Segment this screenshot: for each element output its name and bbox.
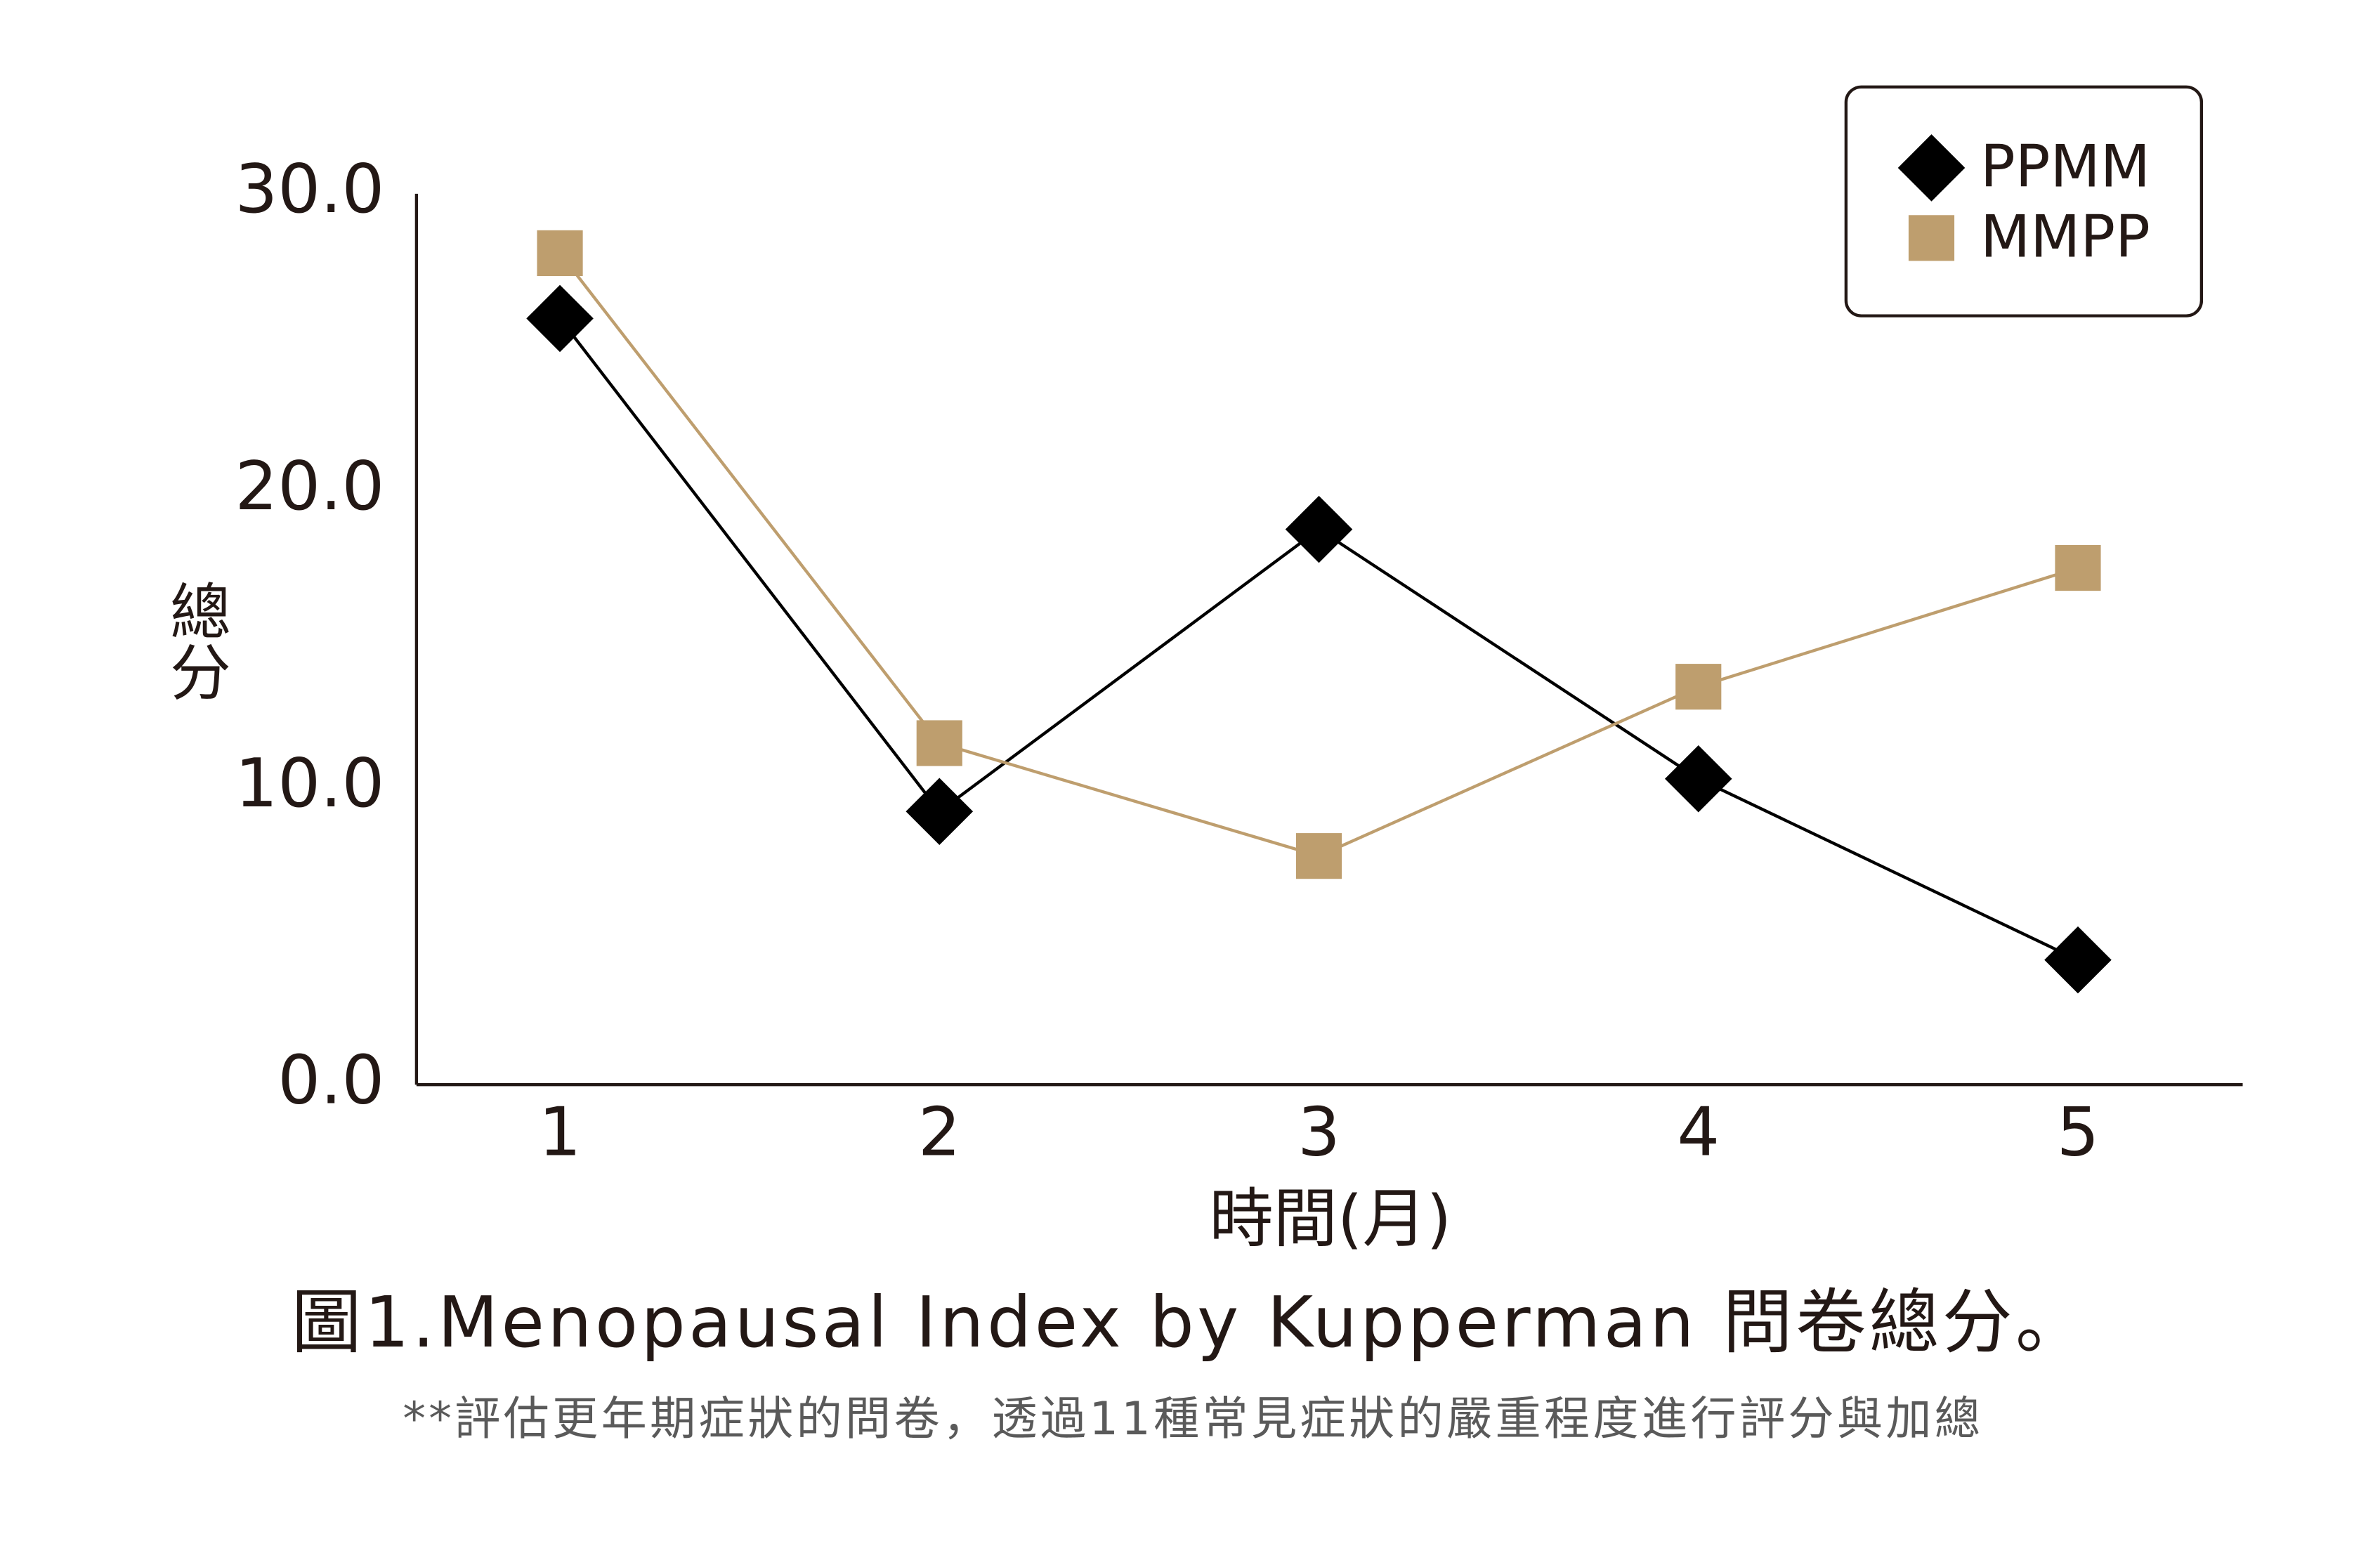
data-point (526, 284, 594, 353)
y-tick-label: 10.0 (235, 744, 385, 823)
legend-marker (1908, 215, 1955, 261)
legend-label: MMPP (1980, 204, 2150, 271)
data-point (1664, 745, 1732, 813)
data-point (916, 720, 962, 766)
y-tick-label: 0.0 (277, 1041, 384, 1120)
note: **評估更年期症狀的問卷，透過11種常見症狀的嚴重程度進行評分與加總 (403, 1393, 1983, 1446)
caption: 圖1.Menopausal Index by Kupperman 問卷總分。 (292, 1281, 2088, 1363)
x-tick-label: 2 (918, 1092, 961, 1171)
x-tick-label: 1 (539, 1092, 582, 1171)
data-point (1675, 664, 1722, 710)
data-point (1285, 495, 1353, 563)
y-tick-label: 20.0 (235, 447, 385, 525)
data-point (1295, 833, 1342, 879)
x-tick-label: 4 (1677, 1092, 1720, 1171)
data-point (2055, 544, 2101, 591)
data-point (2044, 926, 2112, 994)
legend-label: PPMM (1980, 133, 2150, 201)
x-axis-label: 時間(月) (1209, 1181, 1451, 1257)
y-axis-label: 總分 (159, 579, 230, 702)
y-tick-label: 30.0 (235, 150, 385, 228)
data-point (537, 230, 583, 277)
x-tick-label: 5 (2057, 1092, 2100, 1171)
legend-box (1844, 85, 2204, 317)
legend-marker (1897, 134, 1966, 202)
data-point (905, 778, 974, 846)
x-tick-label: 3 (1297, 1092, 1340, 1171)
